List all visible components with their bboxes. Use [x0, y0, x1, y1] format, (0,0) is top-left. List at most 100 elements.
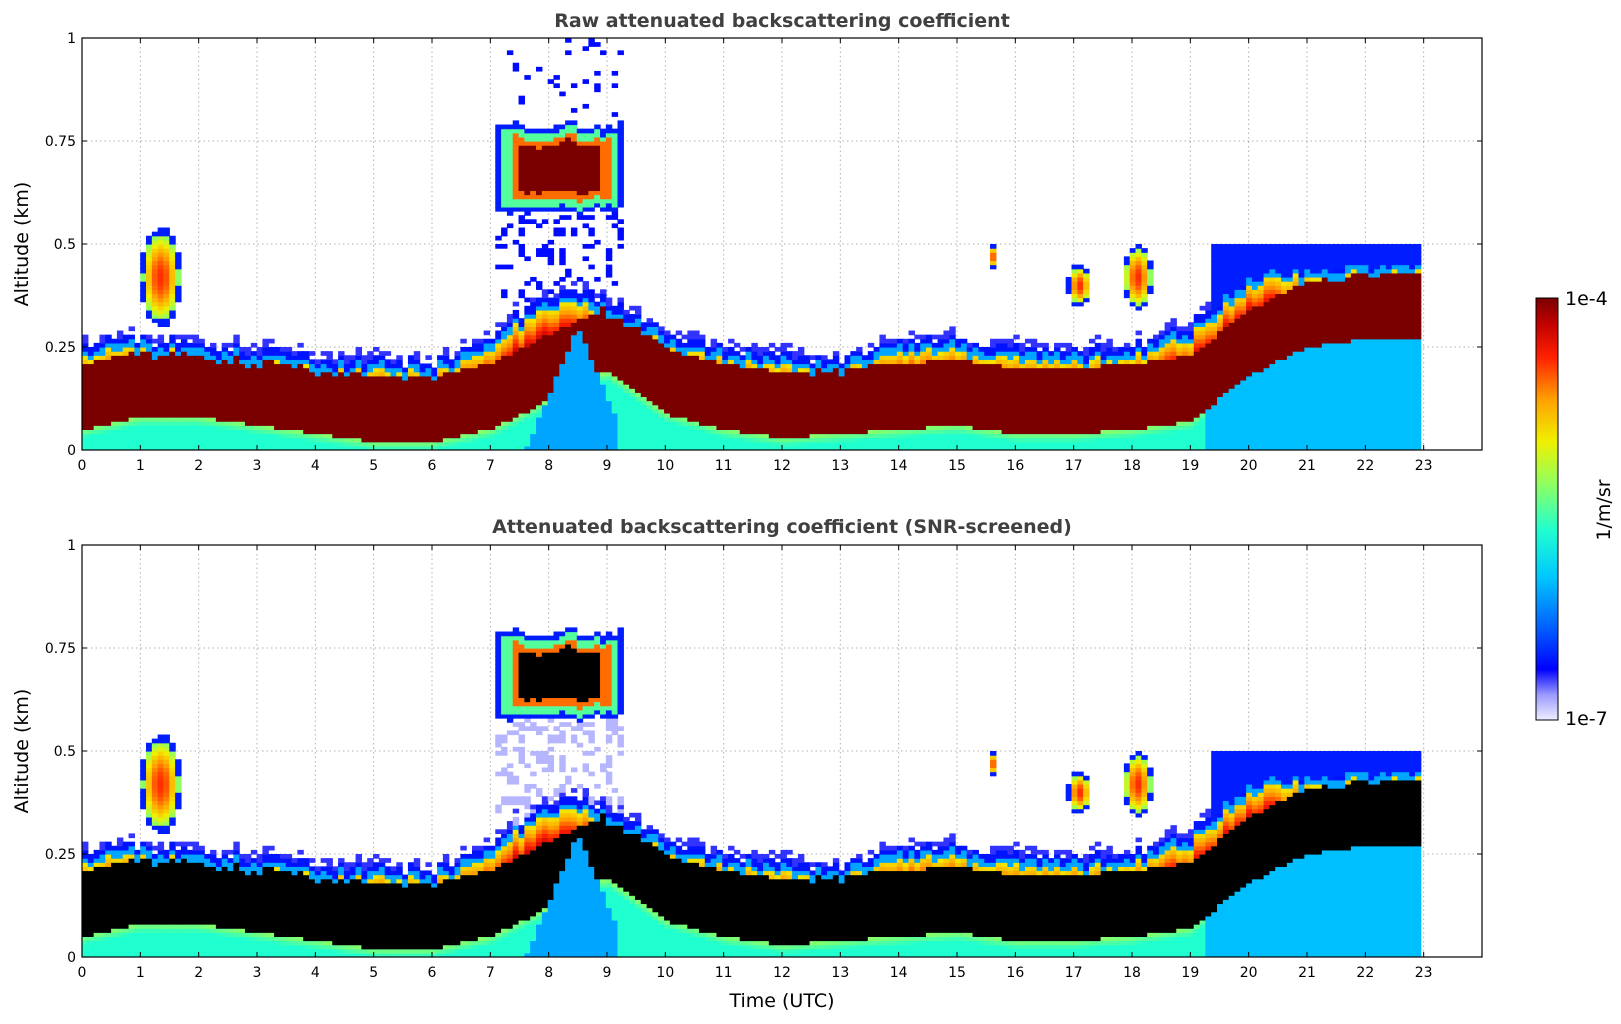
heatmap-cell — [484, 442, 490, 447]
heatmap-cell — [542, 434, 548, 439]
heatmap-cell — [594, 129, 600, 134]
heatmap-cell — [361, 421, 367, 426]
heatmap-cell — [914, 380, 920, 385]
heatmap-cell — [530, 405, 536, 410]
heatmap-cell — [897, 384, 903, 389]
heatmap-cell — [239, 442, 245, 447]
heatmap-cell — [332, 409, 338, 414]
heatmap-cell — [501, 359, 507, 364]
heatmap-cell — [705, 351, 711, 356]
heatmap-cell — [652, 339, 658, 344]
heatmap-cell — [839, 409, 845, 414]
heatmap-cell — [513, 355, 519, 360]
heatmap-cell — [553, 137, 559, 142]
heatmap-cell — [420, 409, 426, 414]
heatmap-cell — [874, 347, 880, 352]
heatmap-cell — [536, 331, 542, 336]
heatmap-cell — [891, 339, 897, 344]
heatmap-cell — [530, 133, 536, 138]
heatmap-cell — [163, 355, 169, 360]
heatmap-cell — [600, 442, 606, 447]
heatmap-cell — [501, 203, 507, 208]
heatmap-cell — [309, 434, 315, 439]
heatmap-cell — [571, 434, 577, 439]
heatmap-cell — [134, 355, 140, 360]
heatmap-cell — [623, 347, 629, 352]
heatmap-cell — [309, 413, 315, 418]
heatmap-cell — [99, 409, 105, 414]
heatmap-cell — [519, 162, 525, 167]
heatmap-cell — [920, 339, 926, 344]
heatmap-cell — [519, 413, 525, 418]
heatmap-cell — [792, 438, 798, 443]
heatmap-cell — [740, 355, 746, 360]
heatmap-cell — [449, 438, 455, 443]
heatmap-cell — [967, 355, 973, 360]
heatmap-cell — [524, 401, 530, 406]
heatmap-cell — [594, 396, 600, 401]
heatmap-cell — [181, 351, 187, 356]
heatmap-cell — [274, 434, 280, 439]
heatmap-cell — [740, 384, 746, 389]
heatmap-cell — [152, 347, 158, 352]
heatmap-cell — [233, 396, 239, 401]
heatmap-cell — [367, 376, 373, 381]
heatmap-cell — [315, 368, 321, 373]
heatmap-cell — [827, 392, 833, 397]
heatmap-cell — [175, 293, 181, 298]
heatmap-cell — [344, 409, 350, 414]
heatmap-cell — [140, 434, 146, 439]
heatmap-cell — [804, 359, 810, 364]
heatmap-cell — [746, 442, 752, 447]
heatmap-cell — [507, 372, 513, 377]
heatmap-cell — [536, 306, 542, 311]
heatmap-cell — [548, 318, 554, 323]
heatmap-cell — [553, 335, 559, 340]
heatmap-cell — [914, 388, 920, 393]
heatmap-cell — [850, 392, 856, 397]
heatmap-cell — [455, 351, 461, 356]
heatmap-cell — [472, 376, 478, 381]
heatmap-cell — [600, 372, 606, 377]
heatmap-cell — [775, 421, 781, 426]
heatmap-cell — [583, 104, 589, 109]
heatmap-cell — [152, 310, 158, 315]
heatmap-cell — [583, 174, 589, 179]
heatmap-cell — [489, 339, 495, 344]
heatmap-cell — [140, 442, 146, 447]
heatmap-cell — [815, 396, 821, 401]
heatmap-cell — [798, 413, 804, 418]
heatmap-cell — [222, 368, 228, 373]
heatmap-cell — [105, 380, 111, 385]
heatmap-cell — [175, 442, 181, 447]
heatmap-cell — [775, 384, 781, 389]
heatmap-cell — [827, 442, 833, 447]
heatmap-cell — [158, 392, 164, 397]
heatmap-cell — [612, 343, 618, 348]
heatmap-cell — [932, 438, 938, 443]
heatmap-cell — [326, 388, 332, 393]
heatmap-cell — [390, 442, 396, 447]
heatmap-cell — [193, 409, 199, 414]
heatmap-cell — [798, 421, 804, 426]
heatmap-cell — [938, 434, 944, 439]
heatmap-cell — [198, 351, 204, 356]
heatmap-cell — [350, 425, 356, 430]
heatmap-cell — [344, 368, 350, 373]
heatmap-cell — [571, 145, 577, 150]
heatmap-cell — [286, 347, 292, 352]
heatmap-cell — [559, 310, 565, 315]
heatmap-cell — [495, 347, 501, 352]
heatmap-cell — [565, 289, 571, 294]
heatmap-cell — [385, 376, 391, 381]
heatmap-cell — [932, 442, 938, 447]
heatmap-cell — [664, 331, 670, 336]
heatmap-cell — [134, 368, 140, 373]
heatmap-cell — [338, 434, 344, 439]
heatmap-cell — [903, 401, 909, 406]
heatmap-cell — [425, 384, 431, 389]
heatmap-cell — [117, 421, 123, 426]
heatmap-cell — [513, 129, 519, 134]
heatmap-cell — [262, 392, 268, 397]
heatmap-cell — [105, 401, 111, 406]
